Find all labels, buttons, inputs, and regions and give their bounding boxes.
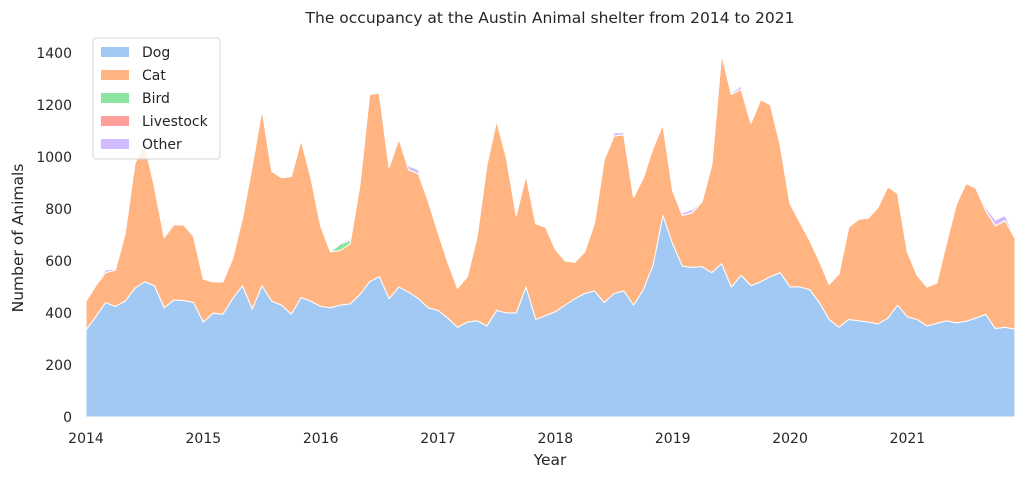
legend-swatch-other xyxy=(101,139,129,149)
legend: Dog Cat Bird Livestock Other xyxy=(92,37,221,160)
legend-swatch-cat xyxy=(101,70,129,80)
legend-swatch-livestock xyxy=(101,116,129,126)
y-tick-label: 400 xyxy=(45,306,72,322)
x-tick-label: 2014 xyxy=(68,431,104,447)
area-series-other xyxy=(85,53,1016,302)
area-series-cat xyxy=(85,53,1016,331)
x-tick-label: 2018 xyxy=(538,431,574,447)
x-tick-label: 2016 xyxy=(303,431,339,447)
legend-label-dog: Dog xyxy=(142,45,170,61)
y-tick-label: 800 xyxy=(45,202,72,218)
y-axis-label: Number of Animals xyxy=(9,164,27,313)
x-axis-label: Year xyxy=(533,451,567,469)
x-tick-label: 2015 xyxy=(186,431,222,447)
y-tick-label: 1200 xyxy=(36,98,72,114)
legend-label-livestock: Livestock xyxy=(142,114,209,130)
legend-swatch-bird xyxy=(101,93,129,103)
y-tick-label: 1400 xyxy=(36,46,72,62)
y-tick-label: 200 xyxy=(45,358,72,374)
legend-label-bird: Bird xyxy=(142,91,170,107)
x-tick-label: 2021 xyxy=(890,431,926,447)
x-tick-label: 2020 xyxy=(772,431,808,447)
legend-label-cat: Cat xyxy=(142,68,166,84)
y-tick-label: 0 xyxy=(63,410,72,426)
y-tick-label: 1000 xyxy=(36,150,72,166)
legend-swatch-dog xyxy=(101,47,129,57)
x-tick-label: 2017 xyxy=(420,431,456,447)
x-tick-label: 2019 xyxy=(655,431,691,447)
legend-frame xyxy=(92,37,221,160)
y-axis-ticks: 0 200 400 600 800 1000 1200 1400 xyxy=(36,46,72,426)
y-tick-label: 600 xyxy=(45,254,72,270)
chart-title: The occupancy at the Austin Animal shelt… xyxy=(305,9,795,27)
legend-label-other: Other xyxy=(142,137,182,153)
area-series-group xyxy=(85,53,1016,418)
x-axis-ticks: 2014 2015 2016 2017 2018 2019 2020 2021 xyxy=(68,431,925,447)
